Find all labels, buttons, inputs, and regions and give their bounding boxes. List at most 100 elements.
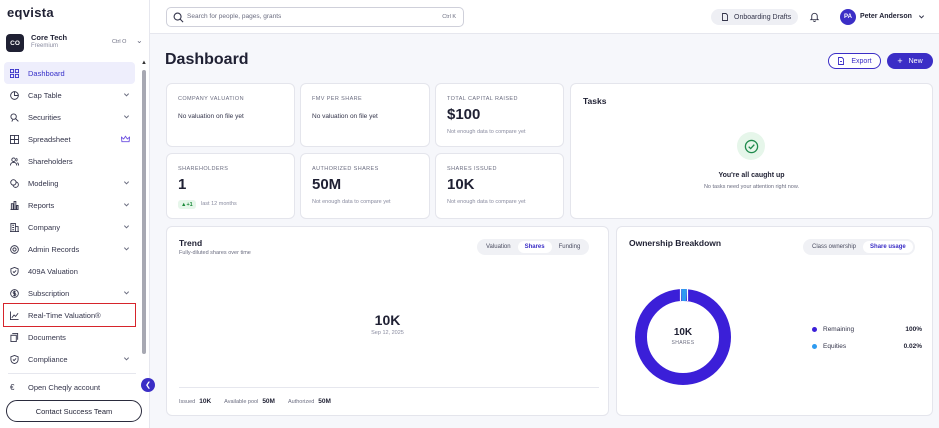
sidebar-item-label: Modeling [28,178,59,188]
legend-label: Remaining [823,325,855,333]
sidebar-item-label: Compliance [28,354,68,364]
sidebar-item-compliance[interactable]: Compliance [4,348,135,370]
table-icon [9,134,19,144]
tab-funding[interactable]: Funding [558,244,581,250]
legend-value: 100% [905,325,922,333]
metric-card-total-capital-raised: TOTAL CAPITAL RAISED $100 Not enough dat… [435,83,564,147]
sidebar-item-real-time-valuation[interactable]: Real-Time Valuation® [3,303,136,327]
sidebar-item-spreadsheet[interactable]: Spreadsheet [4,128,135,150]
onboarding-drafts-label: Onboarding Drafts [734,13,792,21]
sidebar-item-admin-records[interactable]: Admin Records [4,238,135,260]
metric-value: 1 [178,176,187,193]
metric-label: SHARES ISSUED [447,166,497,172]
app-logo[interactable]: eqvista [7,5,54,20]
metric-label: SHAREHOLDERS [178,166,229,172]
bell-icon[interactable] [809,11,820,22]
footer-label: Issued [179,398,196,405]
metric-note: Not enough data to compare yet [447,129,526,135]
sidebar-scrollbar[interactable] [142,70,146,354]
sidebar-item-modeling[interactable]: Modeling [4,172,135,194]
tab-valuation[interactable]: Valuation [486,244,511,250]
legend-label: Equities [823,342,847,350]
topbar: Search for people, pages, grants Ctrl K … [150,0,939,34]
tasks-empty-subtitle: No tasks need your attention right now. [703,184,800,190]
sidebar-item-shareholders[interactable]: Shareholders [4,150,135,172]
plus-icon: + [897,56,903,66]
contact-success-team-button[interactable]: Contact Success Team [6,400,142,422]
new-label: New [908,57,923,65]
dollar-icon [9,288,19,298]
trend-card: Trend Fully-diluted shares over time Val… [166,226,609,416]
footer-value: 50M [318,398,331,405]
search-shortcut: Ctrl K [442,14,456,20]
sidebar-item-subscription[interactable]: Subscription [4,282,135,304]
sidebar-item-label: Company [28,222,61,232]
sidebar-item-label: Shareholders [28,156,73,166]
footer-label: Available pool [224,398,259,405]
sidebar-item-label: Admin Records [28,244,80,254]
chevron-left-icon: ❮ [145,382,151,389]
metric-subtext: No valuation on file yet [178,113,244,120]
org-plan: Freemium [31,43,59,49]
onboarding-drafts-button[interactable]: Onboarding Drafts [711,9,798,25]
legend-item-remaining: Remaining 100% [812,324,922,334]
donut-center-value: 10K [673,327,693,338]
sidebar-item-reports[interactable]: Reports [4,194,135,216]
record-icon [9,244,19,254]
legend-dot [812,326,817,332]
tab-share-usage[interactable]: Share usage [863,241,913,253]
footer-value: 50M [262,398,275,405]
scroll-up-arrow-icon[interactable]: ▲ [141,60,147,66]
chevron-down-icon [123,291,130,295]
sidebar-nav: Dashboard Cap Table Securities Spreadshe… [3,62,136,370]
search-input[interactable]: Search for people, pages, grants Ctrl K [166,7,464,27]
footer-value: 10K [199,398,212,405]
export-button[interactable]: Export [828,53,881,69]
new-button[interactable]: + New [887,53,933,69]
grid-icon [9,68,19,78]
sidebar-divider [8,373,136,374]
metric-label: FMV PER SHARE [312,96,363,102]
ownership-card: Ownership Breakdown Class ownership Shar… [616,226,933,416]
page-title: Dashboard [165,51,249,68]
shield-check-icon [9,266,19,276]
user-name[interactable]: Peter Anderson [860,13,912,20]
metric-subtext: No valuation on file yet [312,113,378,120]
legend-item-equities: Equities 0.02% [812,341,922,351]
metric-card-shareholders: SHAREHOLDERS 1 ▲+1 last 12 months [166,153,295,219]
org-switcher[interactable]: CO Core Tech Freemium Ctrl O ⌄ [6,32,146,54]
sidebar-item-label: Reports [28,200,55,210]
line-chart-icon [9,310,19,320]
footer-label: Authorized [287,398,315,405]
chevron-down-icon [123,93,130,97]
sidebar-item-documents[interactable]: Documents [4,326,135,348]
chevron-down-icon[interactable] [918,13,925,20]
sidebar-item-label: Securities [28,112,61,122]
chevron-down-icon [123,357,130,361]
tab-class-ownership[interactable]: Class ownership [812,244,857,250]
sidebar-item-company[interactable]: Company [4,216,135,238]
collapse-sidebar-button[interactable]: ❮ [141,378,155,392]
document-icon [9,332,19,342]
report-icon [9,200,19,210]
sidebar-item-label: Subscription [28,288,70,298]
sidebar-item-securities[interactable]: Securities [4,106,135,128]
chevron-down-icon [123,181,130,185]
tasks-empty-title: You're all caught up [718,172,785,179]
tab-shares[interactable]: Shares [517,241,552,253]
ownership-tabs: Class ownership Share usage [803,239,915,255]
org-shortcut: Ctrl O [112,39,127,45]
sidebar-item-cap-table[interactable]: Cap Table [4,84,135,106]
badge-icon [9,112,19,122]
metric-note: Not enough data to compare yet [447,199,526,205]
chevron-down-icon: ⌄ [136,36,143,45]
sidebar-item-dashboard[interactable]: Dashboard [4,62,135,84]
open-cheqly-link[interactable]: € Open Cheqly account [10,383,100,392]
cheqly-logo-icon: € [10,383,15,392]
user-avatar[interactable]: PA [840,9,856,25]
sidebar-item-409a-valuation[interactable]: 409A Valuation [4,260,135,282]
trend-tabs: Valuation Shares Funding [477,239,590,255]
ownership-title: Ownership Breakdown [629,238,722,248]
legend-dot [812,343,817,349]
metric-card-authorized-shares: AUTHORIZED SHARES 50M Not enough data to… [300,153,430,219]
